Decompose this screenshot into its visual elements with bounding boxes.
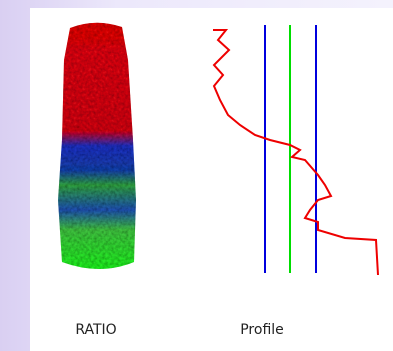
profile-label: Profile (240, 322, 284, 338)
ratio-label: RATIO (75, 322, 116, 338)
ratio-chromosome (58, 22, 136, 269)
profile-line (212, 29, 379, 276)
